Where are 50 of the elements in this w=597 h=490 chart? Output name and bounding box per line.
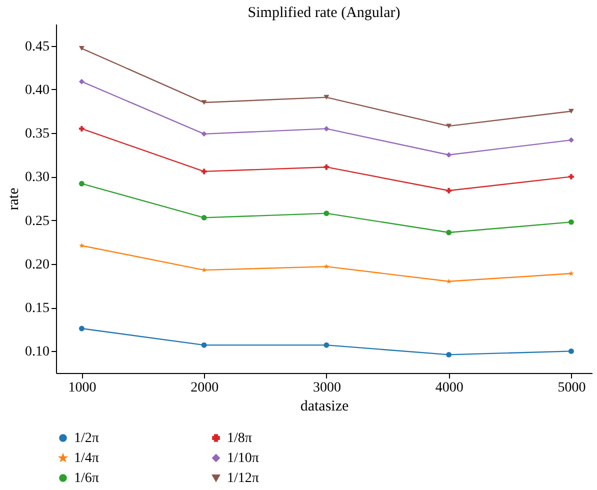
point — [446, 352, 452, 358]
legend-label: 1/2π — [74, 431, 99, 446]
y-tick-label: 0.10 — [25, 344, 50, 360]
point — [446, 188, 452, 194]
point — [324, 94, 330, 100]
legend-label: 1/12π — [227, 471, 259, 486]
y-tick-label: 0.45 — [25, 39, 50, 54]
y-tick-label: 0.15 — [25, 301, 50, 316]
point — [568, 348, 574, 354]
point — [568, 108, 574, 114]
point — [568, 137, 574, 143]
point — [568, 174, 574, 180]
point — [79, 242, 84, 248]
point — [324, 126, 330, 132]
legend-label: 1/6π — [74, 471, 99, 486]
point — [324, 264, 330, 269]
x-tick-label: 5000 — [558, 380, 586, 396]
y-tick-label: 0.35 — [25, 126, 50, 142]
x-tick-label: 3000 — [312, 380, 341, 396]
legend-label: 1/10π — [227, 451, 259, 466]
point — [201, 100, 207, 105]
y-tick-label: 0.20 — [25, 257, 50, 272]
point — [78, 46, 84, 51]
point — [201, 131, 207, 137]
point — [324, 342, 330, 348]
point — [324, 210, 330, 216]
point — [446, 124, 452, 128]
y-tick-label: 0.25 — [25, 214, 50, 229]
y-tick-label: 0.40 — [25, 82, 50, 98]
point — [568, 219, 574, 225]
x-tick-label: 2000 — [190, 380, 219, 396]
point — [78, 326, 84, 332]
x-axis-title: datasize — [300, 398, 349, 414]
point — [78, 78, 84, 84]
point — [78, 126, 84, 132]
point — [446, 152, 452, 158]
point — [201, 342, 207, 348]
point — [324, 164, 330, 170]
y-axis-title: rate — [6, 187, 22, 210]
point — [201, 168, 207, 174]
legend-label: 1/4π — [74, 451, 99, 466]
legend-label: 1/8π — [227, 431, 252, 446]
point — [568, 270, 574, 276]
point — [446, 230, 452, 236]
chart-title: Simplified rate (Angular) — [248, 5, 400, 21]
point — [201, 214, 207, 220]
x-tick-label: 4000 — [435, 380, 464, 396]
x-tick-label: 1000 — [68, 380, 96, 396]
y-tick-label: 0.30 — [25, 170, 50, 186]
point — [78, 180, 84, 186]
